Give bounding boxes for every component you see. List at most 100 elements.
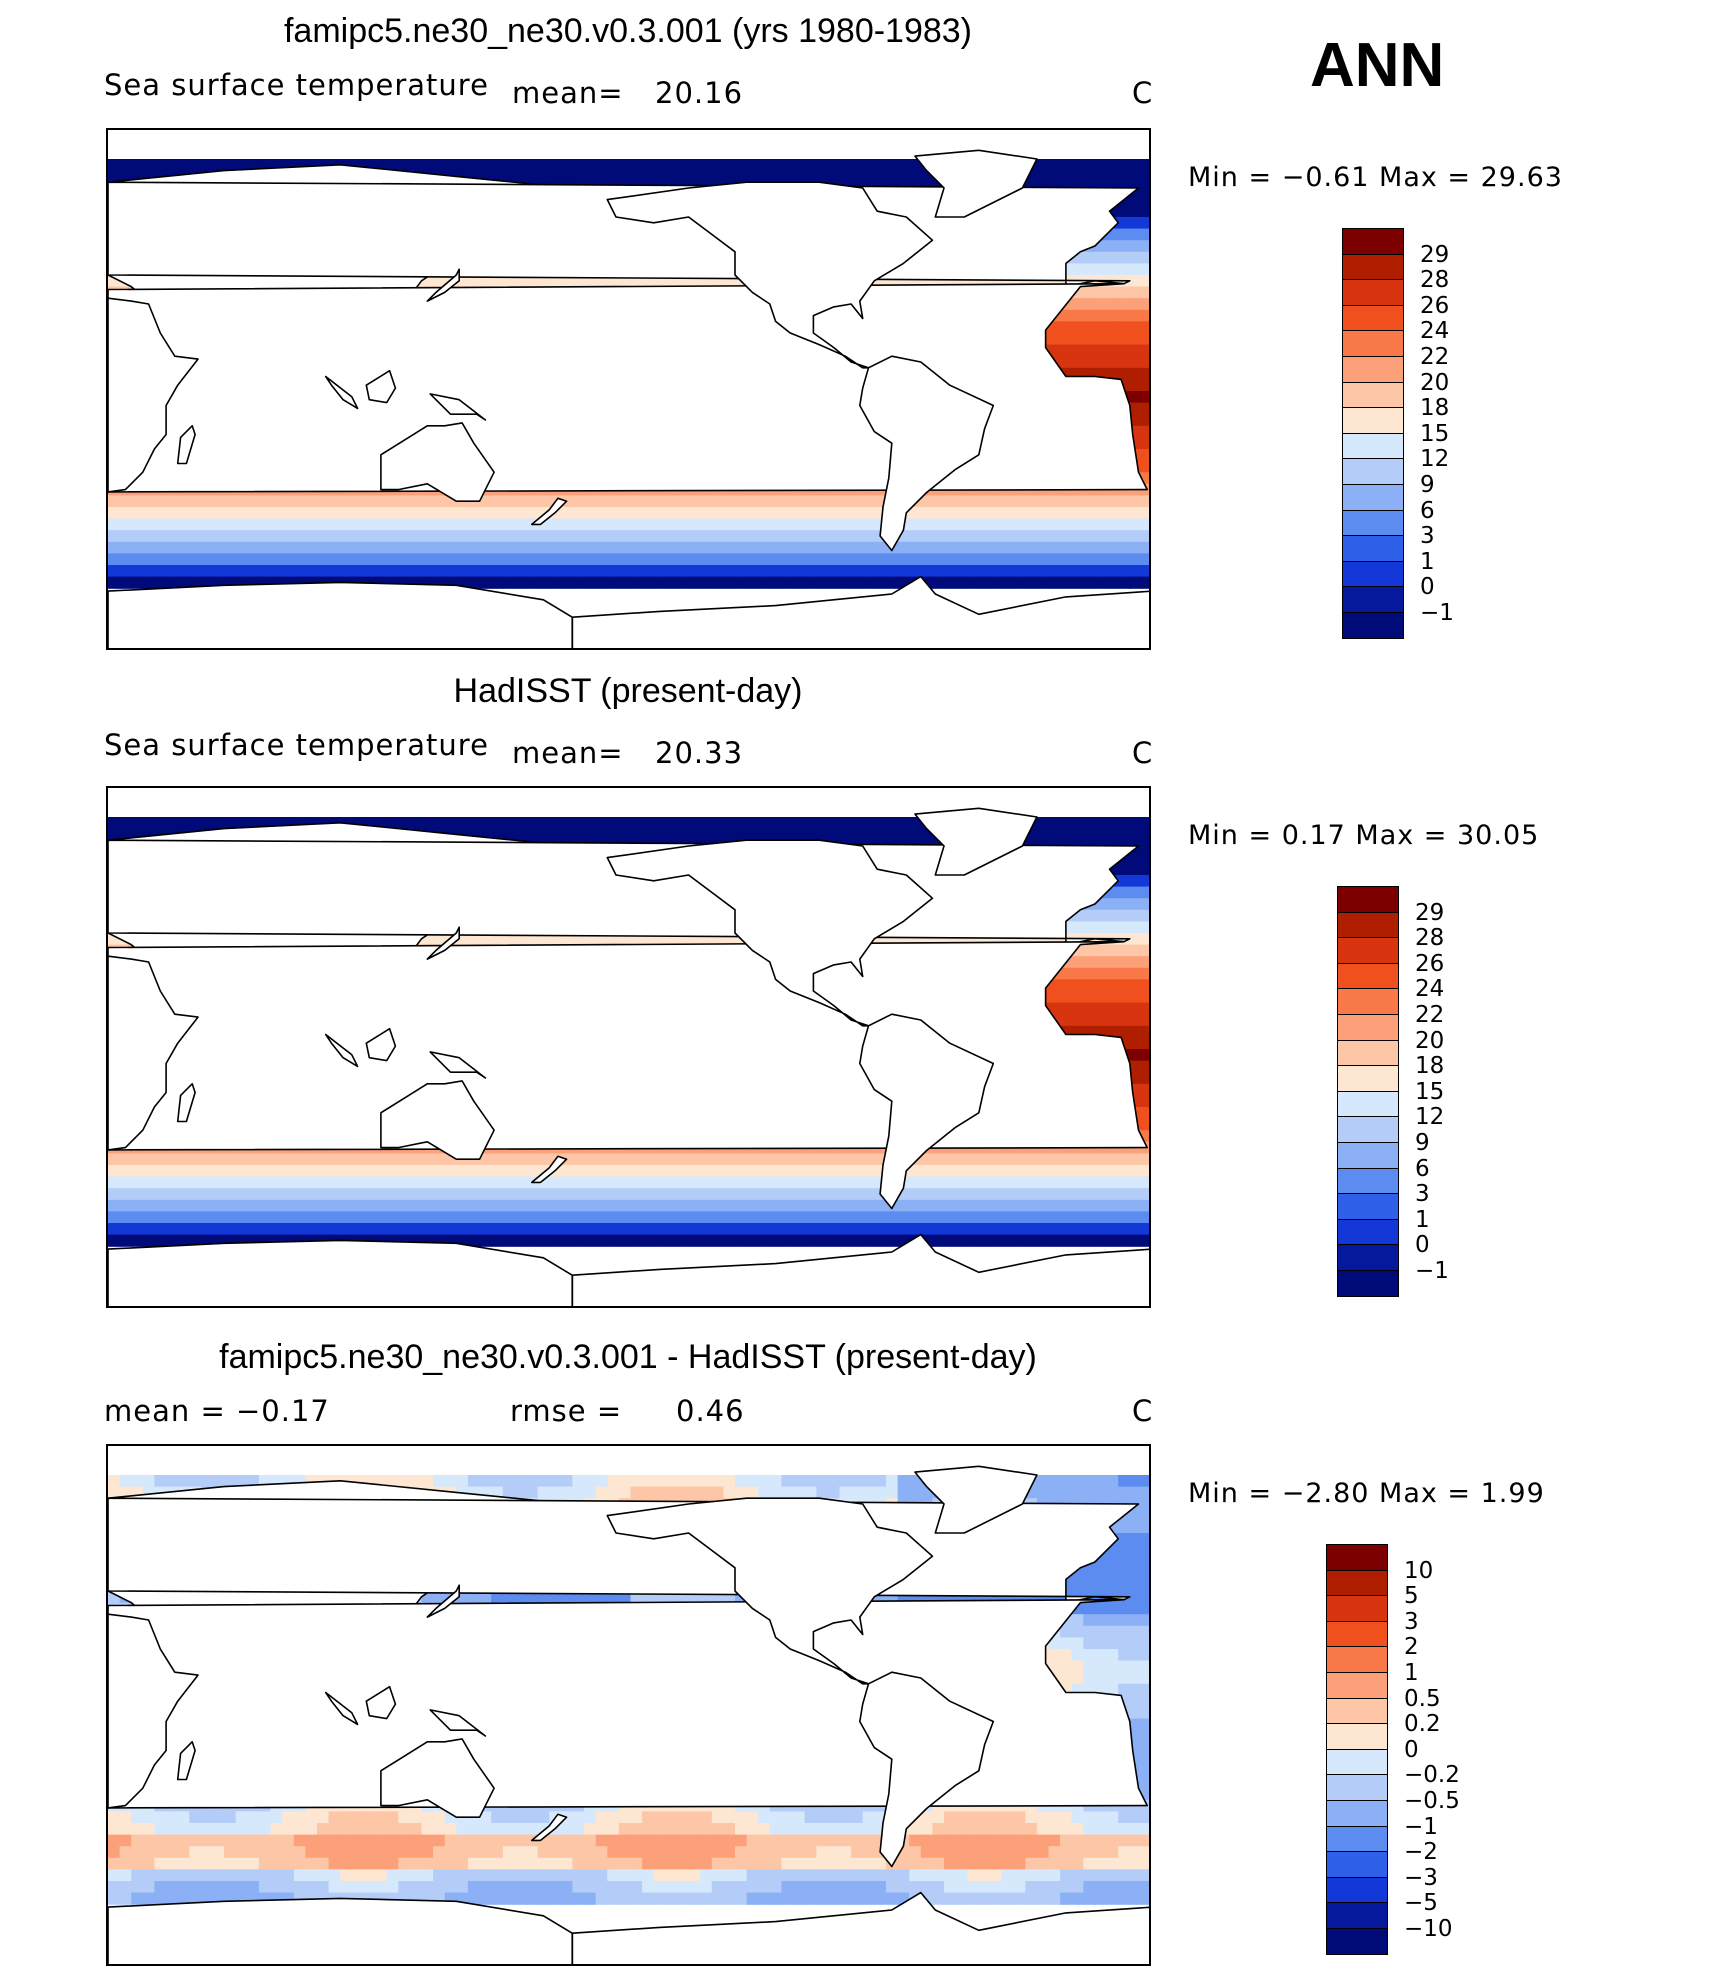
colorbar-label: 12: [1420, 446, 1450, 473]
panel-2-variable-label: Sea surface temperature: [104, 728, 489, 762]
panel-3-rmse-value: 0.46: [676, 1394, 745, 1428]
colorbar-label: 22: [1415, 1002, 1445, 1028]
colorbar-swatch: [1326, 1748, 1388, 1776]
colorbar-label: −1: [1415, 1258, 1449, 1284]
colorbar-swatch: [1337, 1065, 1399, 1092]
colorbar-label: −10: [1404, 1916, 1453, 1942]
panel-1-map: [106, 128, 1151, 650]
panel-2-title: HadISST (present-day): [453, 672, 803, 710]
colorbar-swatch: [1342, 484, 1404, 511]
colorbar-swatch: [1342, 560, 1404, 588]
panel-3-mean-text: mean = −0.17: [104, 1394, 330, 1428]
colorbar-swatch: [1326, 1800, 1388, 1827]
colorbar-swatch: [1326, 1902, 1388, 1929]
colorbar-label: 24: [1420, 318, 1450, 345]
colorbar-label: 6: [1420, 497, 1435, 524]
colorbar-label: 9: [1415, 1130, 1430, 1156]
panel-1-mean-label: mean=: [512, 76, 624, 110]
colorbar-label: 29: [1420, 241, 1450, 268]
colorbar-swatch: [1337, 962, 1399, 990]
colorbar-label: 2: [1404, 1634, 1419, 1661]
colorbar-label: 6: [1415, 1155, 1430, 1182]
panel-3-title: famipc5.ne30_ne30.v0.3.001 - HadISST (pr…: [219, 1338, 1037, 1376]
colorbar-label: 0.2: [1404, 1711, 1441, 1738]
colorbar-swatch: [1342, 535, 1404, 562]
panel-3-map: [106, 1444, 1151, 1966]
colorbar-swatch: [1342, 279, 1404, 306]
colorbar-label: 20: [1415, 1027, 1445, 1054]
colorbar-label: 26: [1415, 950, 1445, 977]
coastlines: [108, 149, 1149, 648]
panel-1-units: C: [1132, 76, 1154, 110]
colorbar-swatch: [1342, 458, 1404, 485]
colorbar-label: 18: [1420, 395, 1450, 422]
colorbar-label: 9: [1420, 472, 1435, 498]
colorbar-swatch: [1326, 1595, 1388, 1622]
colorbar-swatch: [1342, 330, 1404, 357]
colorbar-swatch: [1337, 1270, 1399, 1297]
colorbar-label: 12: [1415, 1104, 1445, 1131]
colorbar-swatch: [1337, 1244, 1399, 1271]
colorbar-swatch: [1326, 1672, 1388, 1699]
colorbar-label: −5: [1404, 1890, 1438, 1917]
colorbar-label: −1: [1420, 600, 1454, 626]
colorbar-swatch: [1337, 1116, 1399, 1143]
colorbar-label: 1: [1404, 1660, 1419, 1686]
colorbar-label: 26: [1420, 292, 1450, 319]
colorbar-swatch: [1342, 253, 1404, 281]
colorbar-label: −0.2: [1404, 1762, 1460, 1789]
colorbar-swatch: [1326, 1569, 1388, 1597]
panel-2-minmax: Min = 0.17 Max = 30.05: [1188, 820, 1540, 851]
colorbar-swatch: [1326, 1723, 1388, 1750]
colorbar-label: 10: [1404, 1557, 1434, 1584]
panel-2-mean-label: mean=: [512, 736, 624, 770]
colorbar-swatch: [1326, 1774, 1388, 1801]
colorbar-swatch: [1337, 911, 1399, 939]
colorbar-label: 29: [1415, 899, 1445, 926]
panel-2-map: [106, 786, 1151, 1308]
colorbar-label: 0: [1415, 1232, 1430, 1259]
colorbar-label: 3: [1404, 1608, 1419, 1635]
colorbar-label: −1: [1404, 1813, 1438, 1840]
panel-1-title: famipc5.ne30_ne30.v0.3.001 (yrs 1980-198…: [283, 12, 973, 50]
colorbar-label: 5: [1404, 1583, 1419, 1610]
colorbar-label: 15: [1415, 1078, 1445, 1105]
colorbar-swatch: [1337, 1014, 1399, 1041]
panel-1-mean-value: 20.16: [655, 76, 744, 110]
colorbar-label: 28: [1420, 267, 1450, 294]
colorbar-label: 24: [1415, 976, 1445, 1003]
colorbar-swatch: [1342, 381, 1404, 409]
colorbar-swatch: [1342, 228, 1404, 255]
colorbar-swatch: [1337, 988, 1399, 1015]
colorbar-swatch: [1326, 1876, 1388, 1904]
colorbar-swatch: [1337, 937, 1399, 964]
colorbar-label: 3: [1420, 523, 1435, 550]
panel-3-minmax: Min = −2.80 Max = 1.99: [1188, 1478, 1545, 1509]
panel-2-units: C: [1132, 736, 1154, 770]
colorbar-swatch: [1337, 1193, 1399, 1220]
panel-1-minmax: Min = −0.61 Max = 29.63: [1188, 162, 1563, 193]
colorbar-label: 18: [1415, 1053, 1445, 1080]
colorbar-label: 22: [1420, 344, 1450, 370]
colorbar-label: 1: [1420, 548, 1435, 575]
colorbar-swatch: [1326, 1928, 1388, 1955]
colorbar-label: 20: [1420, 369, 1450, 396]
coastlines: [108, 1465, 1149, 1964]
colorbar-swatch: [1326, 1825, 1388, 1853]
colorbar-label: −2: [1404, 1839, 1438, 1866]
coastlines: [108, 807, 1149, 1306]
colorbar-swatch: [1326, 1697, 1388, 1725]
colorbar-swatch: [1326, 1646, 1388, 1673]
colorbar-label: 15: [1420, 420, 1450, 447]
colorbar-swatch: [1342, 432, 1404, 460]
panel-2-map-svg: [108, 807, 1149, 1306]
colorbar-swatch: [1326, 1620, 1388, 1648]
colorbar-swatch: [1342, 356, 1404, 383]
colorbar-swatch: [1342, 612, 1404, 639]
colorbar-label: 0: [1404, 1736, 1419, 1763]
colorbar-swatch: [1337, 886, 1399, 913]
panel-3-rmse-label: rmse =: [510, 1394, 623, 1428]
colorbar-label: −0.5: [1404, 1788, 1460, 1814]
colorbar-swatch: [1342, 586, 1404, 613]
colorbar-label: 3: [1415, 1181, 1430, 1208]
